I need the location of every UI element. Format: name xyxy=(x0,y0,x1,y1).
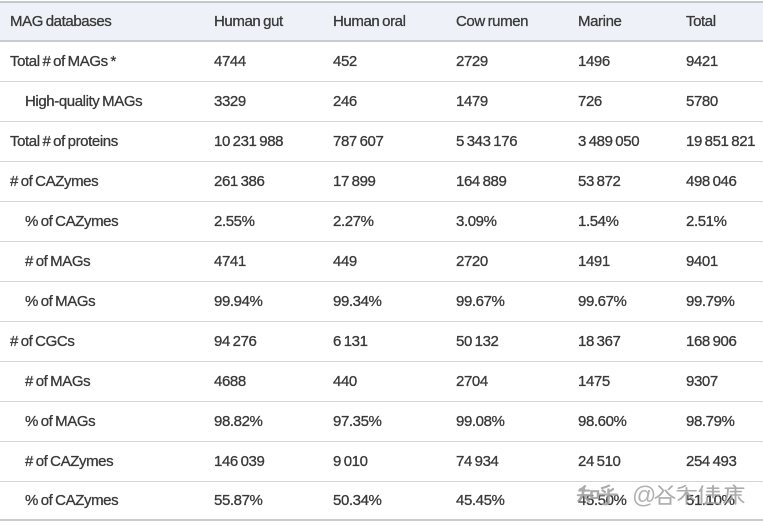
svg-text:@: @ xyxy=(632,482,656,509)
